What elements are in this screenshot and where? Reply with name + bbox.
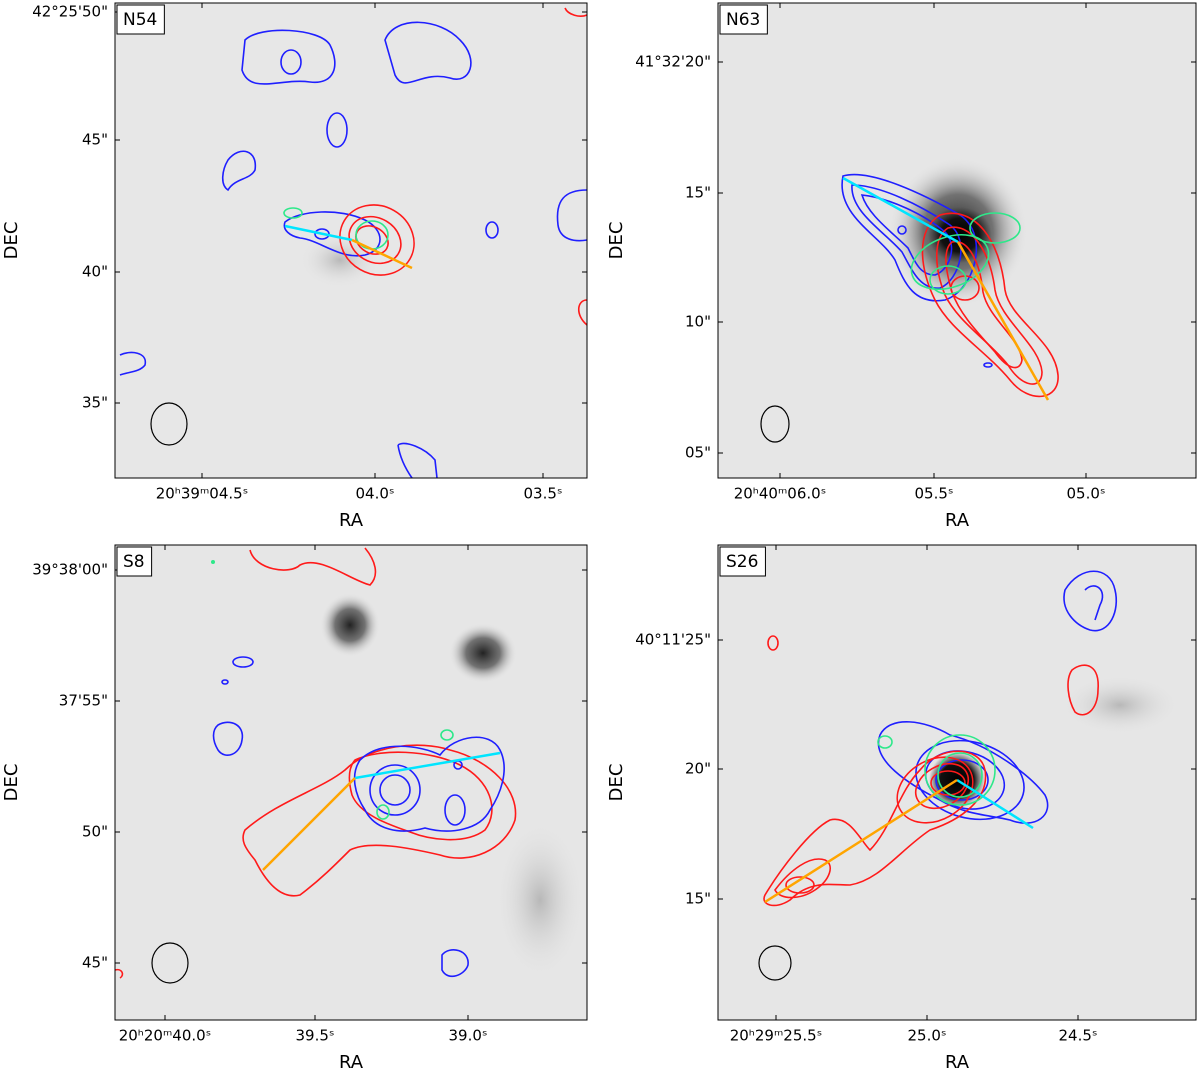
y-axis-label: DEC (1, 222, 22, 260)
x-tick-label: 25.0ˢ (908, 1027, 947, 1045)
x-tick-label: 03.5ˢ (524, 485, 563, 503)
panel-label: S26 (726, 552, 758, 572)
x-tick-label: 04.0ˢ (356, 485, 395, 503)
y-tick-label: 42°25'50" (32, 3, 108, 21)
x-axis-label: RA (339, 1052, 364, 1070)
x-tick-label: 05.0ˢ (1067, 485, 1106, 503)
panel-image (717, 544, 1197, 1021)
panel-label-box (719, 546, 766, 577)
y-tick-label: 50" (82, 823, 108, 841)
panel-label-box (719, 4, 768, 35)
panel-label: N63 (726, 10, 760, 30)
y-tick-label: 05" (685, 444, 711, 462)
y-tick-label: 15" (685, 184, 711, 202)
panel-label: N54 (123, 10, 157, 30)
panel-image (717, 2, 1197, 479)
x-tick-label: 24.5ˢ (1059, 1027, 1098, 1045)
y-tick-label: 35" (82, 394, 108, 412)
x-tick-label: 20ʰ20ᵐ40.0ˢ (119, 1027, 212, 1045)
x-tick-label: 39.0ˢ (449, 1027, 488, 1045)
x-tick-label: 20ʰ39ᵐ04.5ˢ (156, 485, 249, 503)
x-tick-label: 20ʰ29ᵐ25.5ˢ (730, 1027, 823, 1045)
x-axis-label: RA (945, 1052, 970, 1070)
y-tick-label: 20" (685, 760, 711, 778)
y-tick-label: 40" (82, 263, 108, 281)
panel-label-box (116, 4, 165, 35)
x-axis-label: RA (945, 510, 970, 531)
panel-label-box (116, 546, 153, 577)
y-tick-label: 10" (685, 313, 711, 331)
panel-label: S8 (123, 552, 145, 572)
y-tick-label: 40°11'25" (635, 631, 711, 649)
x-axis-label: RA (339, 510, 364, 531)
y-tick-label: 41°32'20" (635, 53, 711, 71)
y-tick-label: 45" (82, 131, 108, 149)
y-axis-label: DEC (606, 764, 627, 802)
x-tick-label: 05.5ˢ (915, 485, 954, 503)
y-tick-label: 39°38'00" (32, 561, 108, 579)
y-axis-label: DEC (1, 764, 22, 802)
y-axis-label: DEC (606, 222, 627, 260)
x-tick-label: 20ʰ40ᵐ06.0ˢ (734, 485, 827, 503)
panel-image (114, 544, 588, 1021)
y-tick-label: 37'55" (59, 692, 108, 710)
y-tick-label: 15" (685, 890, 711, 908)
panel-image (114, 2, 588, 479)
x-tick-label: 39.5ˢ (296, 1027, 335, 1045)
y-tick-label: 45" (82, 954, 108, 972)
